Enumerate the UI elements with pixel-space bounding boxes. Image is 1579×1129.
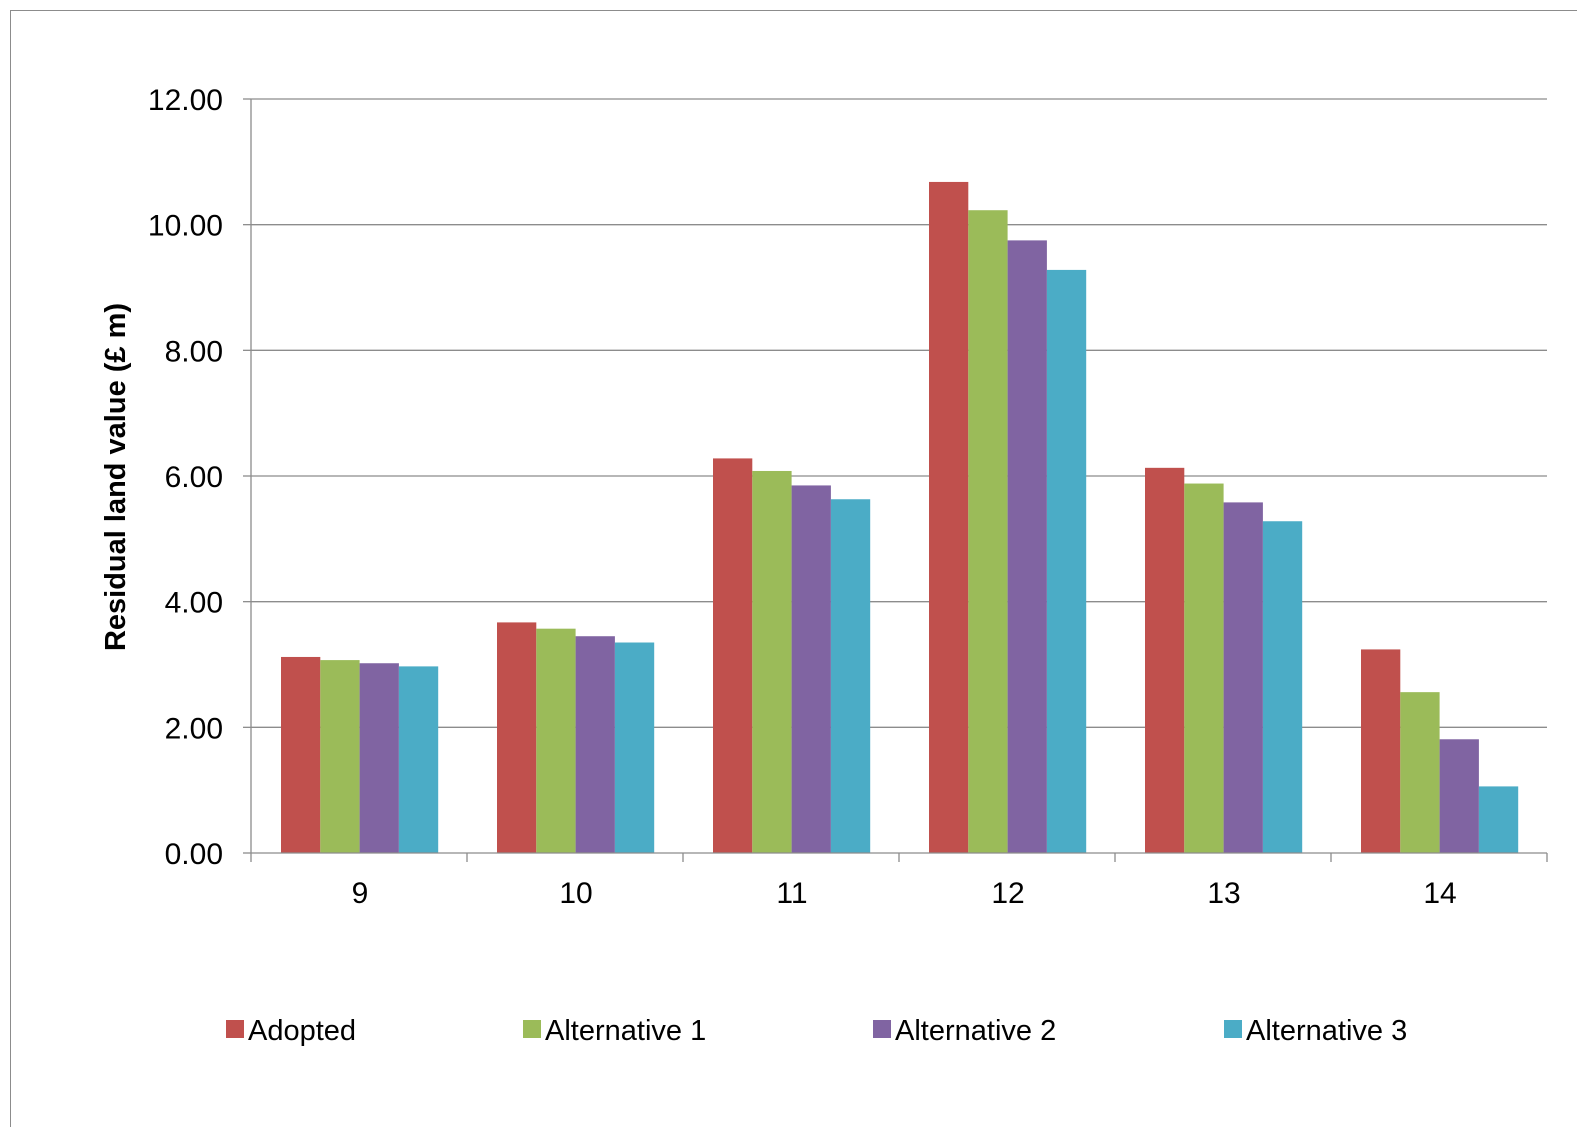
bar-alternative-3-11 (830, 499, 871, 853)
bar-alternative-3-12 (1046, 269, 1087, 853)
legend-label: Alternative 2 (895, 1015, 1056, 1047)
bar-alternative-1-12 (968, 210, 1008, 853)
bar-alternative-3-9 (398, 666, 439, 853)
bar-adopted-10 (497, 622, 537, 853)
bar-alternative-2-9 (359, 663, 399, 853)
bar-adopted-13 (1145, 467, 1185, 853)
bar-adopted-12 (929, 181, 969, 853)
bar-alternative-3-10 (614, 642, 655, 853)
bar-alternative-1-11 (752, 470, 792, 853)
bar-alternative-3-13 (1262, 521, 1303, 853)
y-axis-title: Residual land value (£ m) (100, 303, 132, 651)
axes (243, 98, 1548, 862)
y-tick-labels: 0.00 2.00 4.00 6.00 8.00 10.00 12.00 (148, 84, 223, 871)
legend-swatch (873, 1020, 891, 1038)
bar-adopted-11 (713, 458, 753, 853)
legend-label: Alternative 1 (545, 1015, 706, 1047)
bar-alternative-1-9 (320, 660, 360, 853)
legend-swatch (1224, 1020, 1242, 1038)
x-tick-label: 11 (776, 877, 807, 910)
legend-swatch (226, 1020, 244, 1038)
bar-alternative-2-10 (575, 636, 615, 853)
bar-alternative-3-14 (1478, 786, 1519, 853)
y-tick-label: 10.00 (148, 210, 223, 243)
x-tick-label: 12 (991, 877, 1024, 910)
bar-alternative-2-11 (791, 485, 831, 853)
x-tick-label: 10 (559, 877, 592, 910)
legend-item-adopted: Adopted (226, 1015, 356, 1047)
x-tick-label: 14 (1423, 877, 1456, 910)
bar-alternative-1-10 (536, 628, 576, 853)
y-tick-label: 4.00 (165, 587, 223, 620)
bar-alternative-2-13 (1223, 502, 1263, 853)
bar-alternative-1-14 (1400, 692, 1440, 853)
bar-alternative-2-12 (1007, 240, 1047, 854)
legend-label: Adopted (248, 1015, 356, 1047)
chart-frame (10, 10, 1577, 1127)
bar-alternative-2-14 (1439, 739, 1479, 853)
y-tick-label: 0.00 (165, 838, 223, 871)
y-tick-label: 12.00 (148, 84, 223, 117)
bar-alternative-1-13 (1184, 483, 1224, 853)
x-tick-label: 9 (352, 877, 369, 910)
bar-adopted-14 (1361, 649, 1401, 853)
x-tick-labels: 9 10 11 12 13 14 (352, 877, 1457, 910)
y-tick-label: 8.00 (165, 335, 223, 368)
bars (281, 181, 1519, 854)
legend: Adopted Alternative 1 Alternative 2 Alterna… (226, 1015, 1407, 1047)
y-tick-label: 2.00 (165, 712, 223, 745)
bar-adopted-9 (281, 656, 321, 853)
y-tick-label: 6.00 (165, 461, 223, 494)
legend-label: Alternative 3 (1246, 1015, 1407, 1047)
legend-swatch (523, 1020, 541, 1038)
legend-item-alternative-1: Alternative 1 (523, 1015, 706, 1047)
legend-item-alternative-3: Alternative 3 (1224, 1015, 1407, 1047)
x-tick-label: 13 (1207, 877, 1240, 910)
legend-item-alternative-2: Alternative 2 (873, 1015, 1056, 1047)
gridlines (251, 98, 1547, 728)
